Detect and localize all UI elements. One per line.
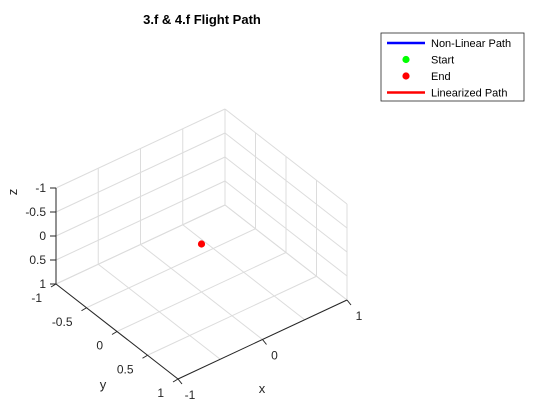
y-tick-label: -0.5 xyxy=(52,315,73,329)
z-tick-label: 0 xyxy=(39,229,46,243)
z-axis-label: z xyxy=(5,189,20,196)
grid-line xyxy=(55,180,226,261)
x-tick-label: -1 xyxy=(185,388,196,402)
y-tick-label: 0.5 xyxy=(117,362,134,376)
x-tick xyxy=(262,339,267,345)
z-tick-label: -1 xyxy=(35,181,46,195)
grid-line xyxy=(182,224,306,321)
grid-line xyxy=(55,156,226,237)
legend-box xyxy=(380,32,525,102)
grid-line xyxy=(224,204,348,301)
legend-label: End xyxy=(431,71,451,83)
y-axis-label: y xyxy=(100,377,107,392)
chart-title: 3.f & 4.f Flight Path xyxy=(143,12,261,27)
data-layer xyxy=(197,240,206,248)
x-tick xyxy=(177,378,183,385)
y-tick-label: 1 xyxy=(157,386,164,400)
y-tick-label: -1 xyxy=(31,291,42,305)
y-tick xyxy=(111,331,118,335)
legend-label: Linearized Path xyxy=(431,88,507,100)
grid-line xyxy=(224,180,348,277)
z-tick-label: 0.5 xyxy=(29,253,46,267)
y-tick xyxy=(142,354,148,359)
grid-layer xyxy=(55,108,348,380)
legend: Non-Linear Path Start End Linearized Path xyxy=(380,32,525,102)
x-tick xyxy=(346,299,352,306)
x-tick-label: 1 xyxy=(356,309,363,323)
grid-line xyxy=(116,252,287,332)
legend-swatch xyxy=(402,55,410,64)
grid-line xyxy=(224,156,348,253)
y-tick-label: 0 xyxy=(96,339,103,353)
legend-label: Start xyxy=(431,55,454,67)
y-tick xyxy=(172,378,179,383)
data-point-end xyxy=(197,240,206,248)
x-tick-label: 0 xyxy=(271,349,278,363)
x-axis-label: x xyxy=(259,381,266,396)
z-tick-label: -0.5 xyxy=(25,205,46,219)
legend-swatch xyxy=(402,72,410,80)
y-tick xyxy=(81,307,87,312)
z-tick-label: 1 xyxy=(39,277,46,291)
grid-line xyxy=(147,275,317,356)
legend-label: Non-Linear Path xyxy=(431,38,511,50)
